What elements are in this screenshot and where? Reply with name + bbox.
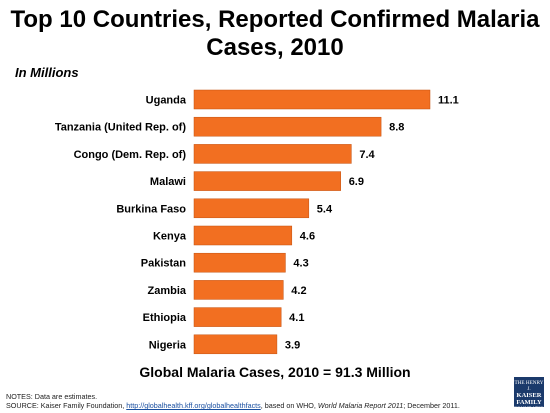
bar — [193, 198, 310, 219]
category-label: Nigeria — [149, 339, 187, 351]
logo-line-1: THE HENRY J. — [514, 380, 544, 392]
category-label: Uganda — [146, 95, 187, 107]
category-label: Congo (Dem. Rep. of) — [74, 149, 187, 161]
source-mid: , based on WHO, — [260, 401, 318, 410]
chart-title: Top 10 Countries, Reported Confirmed Mal… — [0, 6, 550, 62]
source-line: SOURCE: Kaiser Family Foundation, http:/… — [6, 401, 460, 410]
source-prefix: SOURCE: Kaiser Family Foundation, — [6, 401, 127, 410]
category-label: Kenya — [153, 231, 187, 243]
category-label: Malawi — [150, 176, 186, 188]
bar — [193, 334, 278, 355]
category-label: Burkina Faso — [116, 203, 186, 215]
source-link[interactable]: http://globalhealth.kff.org/globalhealth… — [126, 401, 261, 410]
category-label: Tanzania (United Rep. of) — [55, 122, 187, 134]
bar — [193, 144, 352, 164]
value-label: 7.4 — [359, 149, 375, 161]
notes: NOTES: Data are estimates. SOURCE: Kaise… — [6, 392, 460, 410]
bar — [193, 89, 431, 110]
bar — [193, 252, 286, 273]
value-label: 5.4 — [317, 203, 333, 215]
bar — [193, 225, 293, 246]
value-label: 6.9 — [349, 176, 364, 188]
source-report: World Malaria Report 2011 — [317, 401, 404, 410]
bar — [193, 171, 341, 191]
global-total: Global Malaria Cases, 2010 = 91.3 Millio… — [139, 364, 411, 380]
value-label: 4.6 — [300, 231, 315, 243]
bar — [193, 116, 382, 137]
value-label: 11.1 — [438, 95, 459, 107]
logo-line-4: FOUNDATION — [514, 406, 548, 412]
source-suffix: ; December 2011. — [403, 401, 460, 410]
notes-line: NOTES: Data are estimates. — [6, 392, 98, 401]
chart-title-line-1: Top 10 Countries, Reported Confirmed Mal… — [10, 6, 540, 33]
logo-line-3: FAMILY — [516, 399, 542, 406]
bar — [193, 280, 284, 300]
value-label: 4.2 — [291, 285, 306, 297]
chart-title-line-2: Cases, 2010 — [206, 34, 344, 61]
value-label: 8.8 — [389, 122, 404, 134]
value-label: 4.3 — [293, 258, 308, 270]
bar — [193, 307, 282, 327]
unit-note: In Millions — [15, 65, 79, 80]
category-label: Pakistan — [141, 258, 187, 270]
value-label: 4.1 — [289, 312, 304, 324]
logo-line-2: KAISER — [516, 392, 542, 399]
category-label: Ethiopia — [143, 312, 187, 324]
category-label: Zambia — [147, 285, 186, 297]
value-label: 3.9 — [285, 339, 300, 351]
kff-logo: THE HENRY J. KAISER FAMILY FOUNDATION — [514, 377, 547, 412]
